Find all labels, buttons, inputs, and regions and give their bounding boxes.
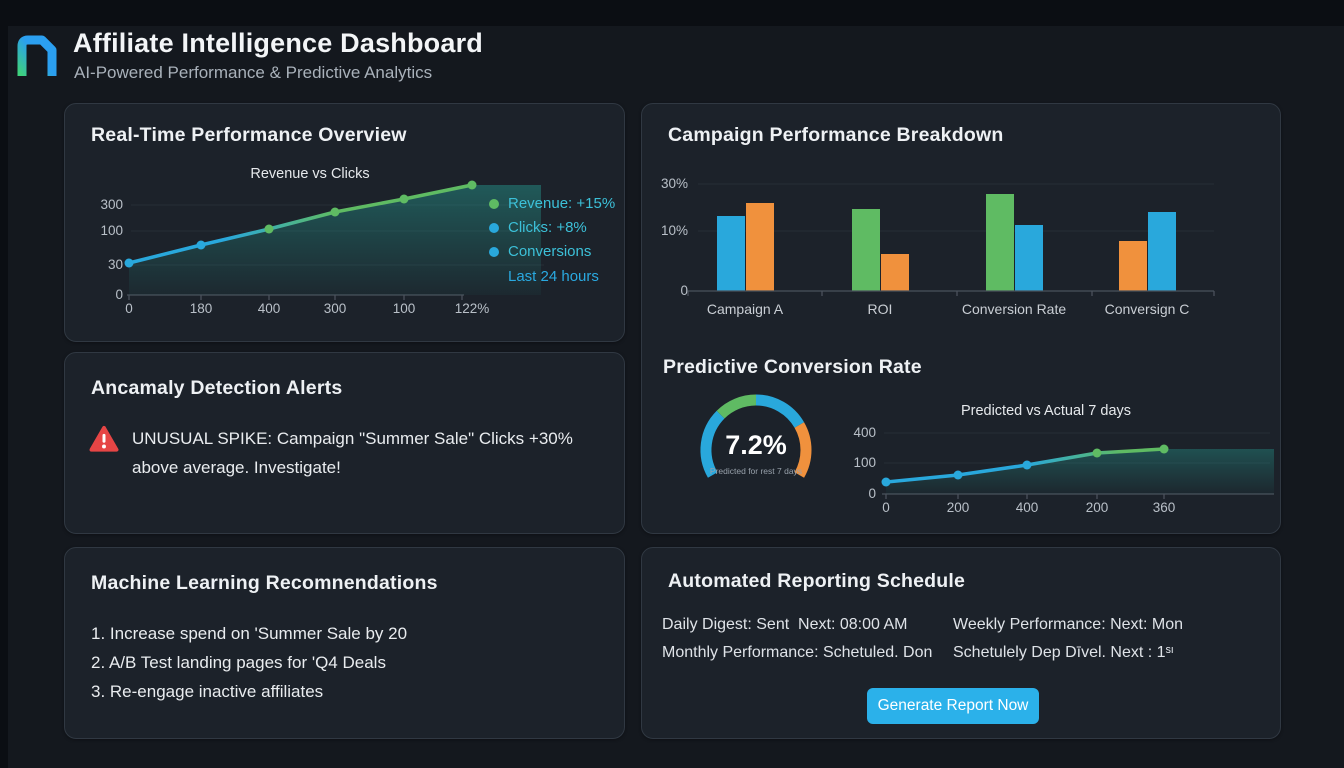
panel-title-campaign: Campaign Performance Breakdown [668,124,1004,146]
x-tick: 200 [1086,500,1109,515]
alert-message: UNUSUAL SPIKE: Campaign "Summer Sale" Cl… [132,429,573,477]
x-tick: 122% [455,301,490,316]
conversions-dot-icon [489,246,499,257]
page-subtitle: AI-Powered Performance & Predictive Anal… [74,63,433,82]
x-tick: 0 [125,301,133,316]
schedule-grid: Daily Digest: Sent Next: 08:00 AM Weekly… [662,611,1262,666]
panel-realtime-overview: Real-Time Performance Overview Revenue v… [64,103,625,342]
category-label: ROI [868,301,893,317]
schedule-cell: Daily Digest: Sent Next: 08:00 AM [662,616,908,633]
app-logo-icon [13,29,59,79]
y-tick: 10% [661,223,688,238]
legend-label: Conversions [508,243,592,260]
x-tick: 300 [324,301,347,316]
gauge-arc-icon [700,394,812,478]
legend-label: Clicks: +8% [508,219,587,236]
revenue-dot-icon [489,198,499,209]
x-tick: 100 [393,301,416,316]
panel-campaign-breakdown: Campaign Performance Breakdown 30% 10% 0… [641,103,1281,534]
y-tick: 0 [115,287,123,302]
chart-legend: Revenue: +15% Clicks: +8% Conversions La… [489,195,619,285]
y-tick: 400 [853,425,876,440]
x-tick: 0 [882,500,890,515]
legend-label: Revenue: +15% [508,195,616,212]
panel-reporting-schedule: Automated Reporting Schedule Daily Diges… [641,547,1281,739]
schedule-cell: Schetulely Dep Dīvel. Next : 1ˢᶦ [953,644,1174,661]
category-label: Conversion Rate [962,301,1066,317]
page-title: Affiliate Intelligence Dashboard [73,28,483,58]
x-tick: 360 [1153,500,1176,515]
legend-item-revenue[interactable]: Revenue: +15% [489,195,619,212]
y-tick: 100 [100,223,123,238]
panel-title-realtime: Real-Time Performance Overview [91,124,407,146]
y-tick: 300 [100,197,123,212]
x-tick: 400 [1016,500,1039,515]
legend-item-clicks[interactable]: Clicks: +8% [489,219,619,236]
predicted-vs-actual-chart: Predicted vs Actual 7 days 400 100 0 0 2… [853,403,1274,515]
y-tick: 100 [853,455,876,470]
list-item: 2. A/B Test landing pages for 'Q4 Deals [91,653,386,672]
schedule-cell: Weekly Performance: Next: Mon [953,616,1184,633]
panel-anomaly-alerts: Ancamaly Detection Alerts UNUSUAL SPIKE:… [64,352,625,534]
y-tick: 30% [661,176,688,191]
conversion-gauge: 7.2% Predicted for rest 7 days [696,394,816,506]
panel-title-ml: Machine Learning Recomnendations [91,572,438,594]
schedule-cell: Monthly Performance: Schetuled. Don [662,644,933,661]
clicks-dot-icon [489,222,499,233]
y-tick: 30 [108,257,123,272]
x-tick: 180 [190,301,213,316]
category-label: Campaign A [707,301,784,317]
x-tick: 200 [947,500,970,515]
legend-item-conversions[interactable]: Conversions [489,243,619,260]
panel-title-predictive: Predictive Conversion Rate [663,356,922,378]
legend-footnote: Last 24 hours [508,268,599,285]
list-item: 3. Re-engage inactive affiliates [91,682,324,701]
warning-triangle-icon [89,425,119,452]
category-label: Conversign C [1105,301,1190,317]
panel-title-anomaly: Ancamaly Detection Alerts [91,377,343,399]
generate-report-button[interactable]: Generate Report Now [867,688,1039,724]
revenue-vs-clicks-chart: Revenue vs Clicks 300 100 30 0 0 180 400… [100,166,544,316]
alert-item: UNUSUAL SPIKE: Campaign "Summer Sale" Cl… [89,425,614,482]
campaign-bar-chart: 30% 10% 0 Campaign A ROI Conversion Rate… [661,176,1215,317]
x-tick: 400 [258,301,281,316]
panel-title-reporting: Automated Reporting Schedule [668,570,966,592]
chart-title: Revenue vs Clicks [250,166,369,182]
panel-ml-recommendations: Machine Learning Recomnendations 1. Incr… [64,547,625,739]
window-top-strip [0,0,1344,26]
y-tick: 0 [868,486,876,501]
gauge-label: Predicted for rest 7 days [709,466,803,476]
y-tick: 0 [680,283,688,298]
window-left-strip [0,0,8,768]
gauge-value: 7.2% [725,430,787,460]
list-item: 1. Increase spend on 'Summer Sale by 20 [91,624,408,643]
chart-title: Predicted vs Actual 7 days [961,403,1131,419]
